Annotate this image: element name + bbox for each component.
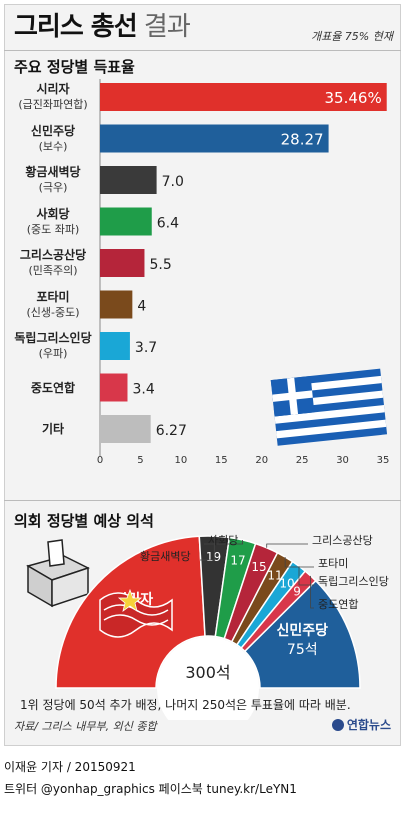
social-byline: 트위터 @yonhap_graphics 페이스북 tuney.kr/LeYN1 (4, 782, 297, 796)
leader-line (298, 566, 314, 586)
category-label: 독립그리스인당 (우파) (8, 331, 98, 361)
category-name: 중도연합 (30, 380, 76, 395)
seat-center (157, 637, 259, 720)
x-tick-label: 15 (214, 455, 228, 466)
category-subtitle: (우파) (38, 347, 68, 360)
count-note: 개표율 75% 현재 (310, 30, 393, 43)
page-title: 그리스 총선 결과 (14, 12, 191, 42)
bar-value-label: 3.7 (135, 340, 157, 356)
seat-slice (243, 579, 361, 689)
seat-party-label: 중도연합 (318, 598, 359, 611)
seat-party-label: 사회당 (208, 534, 239, 547)
seat-party-label: 포타미 (318, 557, 349, 570)
category-subtitle: (급진좌파연합) (18, 98, 88, 111)
bar (100, 415, 151, 443)
reporter-byline: 이재윤 기자 / 20150921 (4, 760, 136, 774)
category-name: 기타 (41, 422, 65, 436)
seat-party-name: 신민주당 (277, 622, 329, 639)
bar-value-label: 5.5 (149, 257, 171, 273)
category-label: 시리자 (급진좌파연합) (8, 82, 98, 112)
leader-line (284, 557, 314, 568)
seat-value-label: 19 (206, 550, 221, 564)
seat-note: 1위 정당에 50석 추가 배정, 나머지 250석은 투표율에 따라 배분. (20, 698, 351, 712)
logo-icon (331, 719, 344, 731)
category-label: 포타미 (신생-중도) (8, 290, 98, 320)
bar-value-label: 28.27 (281, 131, 324, 149)
category-name: 포타미 (36, 289, 70, 304)
category-subtitle: (보수) (38, 139, 68, 153)
category-label: 황금새벽당 (극우) (8, 165, 98, 195)
bar (100, 83, 387, 111)
bar (100, 166, 157, 194)
category-label: 신민주당 (보수) (8, 124, 98, 154)
bar-value-label: 3.4 (132, 382, 154, 398)
seat-party-label: 독립그리스인당 (318, 575, 389, 588)
category-name: 독립그리스인당 (14, 331, 92, 345)
leader-line (266, 543, 308, 548)
leader-line (310, 575, 314, 609)
vote-share-bar-chart: 35.46% 28.27 7.0 6.4 5.5 4 3.7 3.4 6.27 (99, 79, 387, 457)
yonhap-logo: 연합뉴스 (331, 716, 391, 733)
category-label: 그리스공산당 (민족주의) (8, 248, 98, 278)
category-subtitle: (민족주의) (28, 264, 78, 277)
seat-value-label: 15 (251, 560, 266, 574)
x-tick-label: 10 (174, 455, 188, 466)
divider (4, 50, 401, 51)
x-tick-label: 30 (336, 455, 349, 466)
bar (100, 124, 329, 153)
bar (100, 332, 130, 360)
bar-value-label: 6.4 (157, 216, 179, 232)
x-tick-label: 35 (376, 455, 390, 466)
seat-total-label: 300석 (185, 663, 230, 682)
category-subtitle: (중도 좌파) (26, 222, 80, 236)
bar (100, 290, 133, 319)
bar (100, 249, 145, 277)
category-subtitle: (신생-중도) (26, 305, 80, 319)
seat-value-label: 11 (267, 568, 282, 582)
category-label: 사회당 (중도 좌파) (8, 207, 98, 237)
source-text: 자료/ 그리스 내무부, 외신 종합 (14, 720, 157, 733)
category-name: 사회당 (36, 206, 70, 221)
greek-flag-icon (270, 368, 388, 446)
seat-semicircle-chart: 145석시리자1917151110975석신민주당300석 (55, 535, 361, 720)
x-tick-label: 20 (255, 455, 269, 466)
bar-value-label: 6.27 (156, 423, 187, 439)
category-name: 그리스공산당 (19, 248, 87, 262)
divider (4, 500, 401, 501)
bar (100, 373, 128, 402)
seat-section-title: 의회 정당별 예상 의석 (14, 512, 154, 530)
category-name: 신민주당 (30, 123, 76, 138)
seat-party-label: 그리스공산당 (312, 534, 373, 547)
bar (100, 207, 152, 236)
category-label: 중도연합 (8, 381, 98, 396)
category-name: 시리자 (36, 82, 70, 96)
category-subtitle: (극우) (38, 181, 68, 194)
seat-value-label: 17 (230, 553, 245, 567)
bar-section-title: 주요 정당별 득표율 (14, 58, 135, 76)
seat-value-label: 10 (279, 576, 294, 590)
syriza-logo-icon (99, 588, 173, 638)
ballot-box-icon (26, 539, 90, 608)
category-name: 황금새벽당 (25, 165, 81, 179)
seat-value-label: 9 (293, 585, 301, 599)
leader-line (204, 539, 243, 545)
bar-value-label: 35.46% (325, 89, 382, 107)
seat-value-label: 75석 (287, 642, 318, 658)
seat-party-label: 황금새벽당 (140, 550, 191, 563)
category-label: 기타 (8, 422, 98, 437)
bar-value-label: 4 (137, 299, 146, 315)
leader-line (200, 536, 215, 561)
x-tick-label: 0 (96, 455, 104, 466)
bar-value-label: 7.0 (162, 174, 184, 190)
x-tick-label: 25 (295, 455, 309, 466)
x-tick-label: 5 (137, 455, 144, 466)
